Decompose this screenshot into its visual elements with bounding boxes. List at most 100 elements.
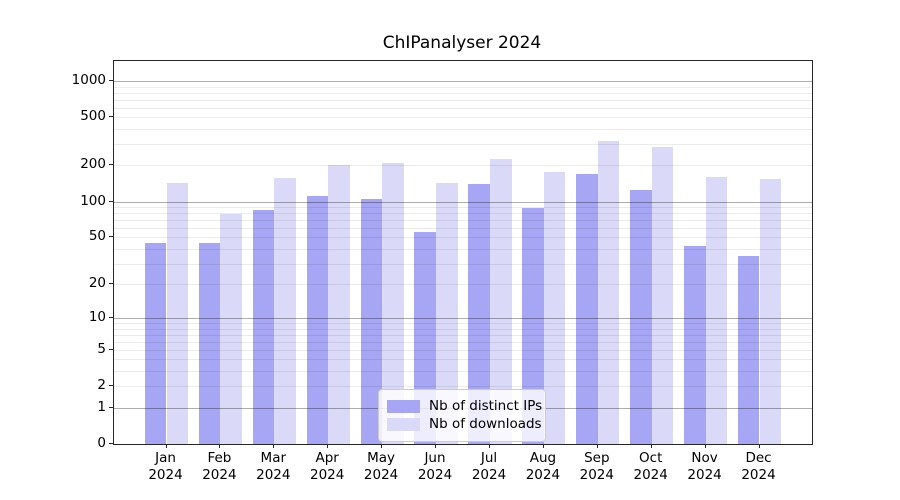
bar-distinct-ips [144,242,167,444]
y-tick-label: 100 [80,192,106,209]
gridline-minor [114,228,812,229]
legend: Nb of distinct IPs Nb of downloads [378,389,546,442]
gridline-minor [114,263,812,265]
gridline-minor [114,207,812,208]
bar-distinct-ips [198,242,221,444]
legend-item-downloads: Nb of downloads [387,416,542,432]
y-tick-mark-icon [109,79,113,81]
y-tick-label: 2 [97,377,106,394]
gridline-minor [114,144,812,146]
bar-distinct-ips [630,189,652,444]
x-tick-label: Feb 2024 [202,450,237,483]
gridline-major [114,80,812,82]
bar-downloads [166,182,189,444]
x-tick-label: Oct 2024 [633,450,668,483]
gridline-minor [114,129,812,130]
gridline-minor [114,349,812,351]
x-tick-mark-icon [704,444,706,448]
gridline-minor [114,334,812,336]
x-tick-label: Aug 2024 [525,450,561,483]
bar-distinct-ips [360,198,383,444]
y-tick-label: 1 [97,398,106,415]
x-tick-mark-icon [381,444,383,448]
gridline-minor [114,323,812,324]
y-tick-label: 20 [88,275,106,291]
x-tick-mark-icon [219,444,221,448]
gridline-minor [114,237,812,239]
y-tick-mark-icon [109,164,113,166]
bar-downloads [597,140,620,444]
gridline-minor [114,328,812,330]
legend-item-distinct-ips: Nb of distinct IPs [387,398,542,414]
x-tick-mark-icon [273,444,275,448]
gridline-minor [114,117,812,119]
y-tick-label: 0 [97,435,106,451]
bar-distinct-ips [684,246,706,444]
legend-swatch-distinct-ips-icon [387,399,420,413]
gridline-minor [114,371,812,373]
gridline-minor [114,341,812,343]
y-tick-mark-icon [109,406,113,408]
bar-downloads [220,213,242,444]
bar-downloads [382,162,404,444]
y-tick-mark-icon [109,236,113,238]
gridline-minor [114,386,812,388]
x-tick-mark-icon [758,444,760,448]
gridline-major [114,318,812,319]
y-tick-label: 500 [80,108,106,125]
bar-distinct-ips [252,209,275,444]
y-tick-mark-icon [109,283,113,284]
bar-distinct-ips [737,255,760,444]
legend-label-distinct-ips: Nb of distinct IPs [429,398,543,414]
bar-downloads [274,178,296,444]
bar-distinct-ips [468,183,490,444]
bar-downloads [705,176,728,444]
x-tick-mark-icon [650,444,652,448]
bar-downloads [328,164,350,444]
x-tick-label: May 2024 [363,450,399,483]
x-tick-label: Jun 2024 [417,450,453,483]
plot-area [113,60,813,445]
x-tick-mark-icon [489,444,490,448]
bar-distinct-ips [306,195,329,444]
x-tick-label: Jan 2024 [148,450,183,483]
y-tick-label: 5 [97,340,106,357]
gridline-minor [114,165,812,167]
gridline-minor [114,213,812,215]
bar-downloads [436,182,458,444]
y-tick-mark-icon [109,116,113,118]
gridline-minor [114,284,812,285]
bar-downloads [543,172,566,444]
legend-swatch-downloads-icon [387,417,420,431]
gridline-minor [114,359,812,361]
bar-distinct-ips [576,173,598,444]
x-tick-mark-icon [596,444,598,448]
bar-downloads [490,159,512,444]
x-tick-label: Sep 2024 [579,450,614,483]
y-tick-mark-icon [109,385,113,387]
bar-distinct-ips [522,207,544,444]
y-tick-mark-icon [109,348,113,350]
gridline-minor [114,86,812,88]
x-tick-label: Dec 2024 [741,450,776,483]
x-tick-mark-icon [165,444,167,448]
gridline-minor [114,107,812,109]
gridline-minor [114,99,812,101]
y-tick-label: 10 [88,309,106,325]
legend-label-downloads: Nb of downloads [429,416,542,432]
y-tick-label: 1000 [71,71,106,88]
gridline-minor [114,220,812,221]
x-tick-label: Nov 2024 [687,450,722,483]
x-tick-label: Jul 2024 [471,450,507,483]
gridline-minor [114,248,812,250]
bar-downloads [759,179,782,444]
gridline-minor [114,92,812,94]
x-tick-mark-icon [327,444,329,448]
x-tick-mark-icon [542,444,544,448]
bar-downloads [651,146,674,444]
x-tick-label: Apr 2024 [310,450,345,483]
x-tick-label: Mar 2024 [256,450,291,483]
y-tick-mark-icon [109,200,113,202]
y-tick-mark-icon [109,443,113,444]
